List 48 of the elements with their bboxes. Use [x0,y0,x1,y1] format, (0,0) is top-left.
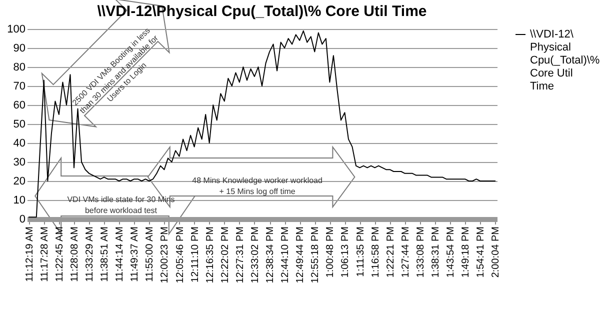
x-tick-label: 1:27:44 PM [400,226,412,278]
y-tick-label: 10 [13,194,26,206]
x-tick-label: 12:38:34 PM [265,226,276,284]
y-tick-label: 40 [13,138,26,150]
x-tick-label: 1:06:13 PM [340,226,352,278]
x-tick-label: 1:54:41 PM [476,226,487,278]
x-tick-label: 11:17:28 AM [39,226,50,282]
x-tick-label: 12:27:31 PM [234,226,246,284]
line-series [28,30,496,218]
x-tick-label: 12:05:46 PM [174,226,186,284]
y-tick-label: 0 [19,214,26,226]
x-tick-label: 12:11:10 PM [190,226,201,282]
y-tick-label: 80 [13,62,26,74]
x-tick-label: 12:16:35 PM [204,226,216,284]
x-tick-label: 11:44:14 AM [114,226,126,282]
x-tick-label: 1:33:08 PM [415,226,426,278]
x-tick-label: 11:28:08 AM [70,226,80,282]
x-tick-label: 11:55:00 AM [144,226,156,282]
x-tick-label: 1:16:58 PM [370,226,382,278]
x-tick-label: 1:00:48 PM [325,226,336,278]
x-tick-label: 12:33:02 PM [250,226,261,284]
y-tick-label: 50 [13,118,26,130]
x-tick-label: 11:12:19 AM [24,226,36,282]
x-tick-label: 2:00:04 PM [490,226,502,278]
y-tick-label: 100 [7,24,26,36]
annotation: 48 Mins Knowledge worker workload + 15 Mins log off time [192,176,322,196]
x-tick-label: 12:55:18 PM [310,226,322,284]
x-tick-label: 12:49:44 PM [295,226,306,284]
x-tick-label: 1:49:18 PM [460,226,472,278]
x-tick-label: 11:38:51 AM [100,226,111,282]
x-tick-label: 1:22:21 PM [385,226,396,278]
x-tick-label: 11:49:37 AM [130,226,141,282]
y-tick-label: 60 [13,100,26,112]
y-tick-label: 70 [13,80,26,92]
x-tick-label: 1:43:54 PM [446,226,456,278]
x-tick-label: 12:00:23 PM [160,226,171,284]
x-tick-label: 1:38:31 PM [430,226,442,278]
y-tick-label: 90 [13,42,26,54]
y-tick-label: 30 [13,156,26,168]
annotation: VDI VMs idle state for 30 Mins before workload test [67,195,175,215]
x-tick-label: 11:22:45 AM [54,226,66,282]
x-tick-label: 12:22:02 PM [220,226,231,284]
x-tick-label: 1:11:35 PM [355,226,366,277]
chart-title: \\VDI-12\Physical Cpu(_Total)\% Core Util Time [97,3,427,20]
legend-label: \\VDI-12\Physical Cpu(_Total)\% Core Util Time [530,28,600,92]
y-tick-label: 20 [13,176,26,188]
x-tick-label: 12:44:10 PM [280,226,292,284]
x-tick-label: 11:33:29 AM [84,226,96,282]
